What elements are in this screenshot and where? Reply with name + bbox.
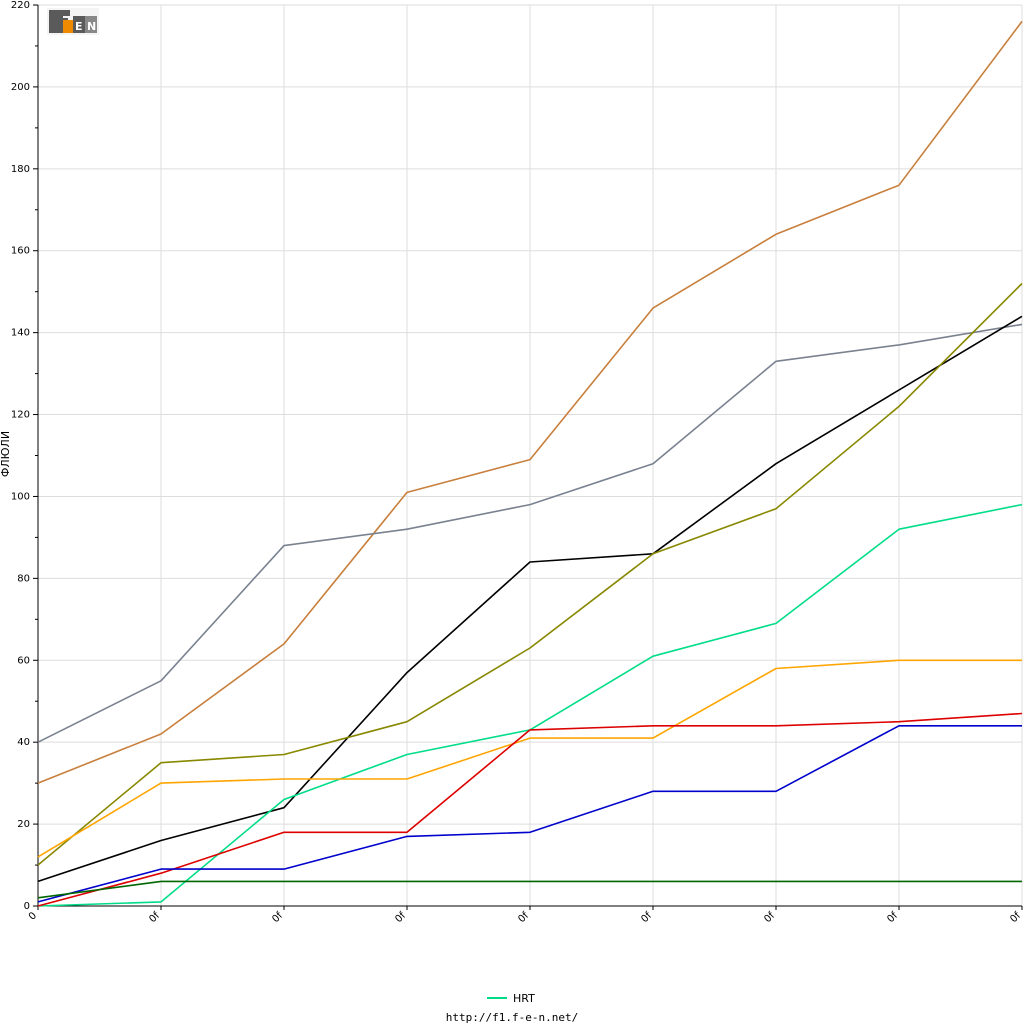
y-tick-labels: 0 20 40 60 80 100 120 140 160 180 200 220 xyxy=(11,0,38,912)
y-tick-label: 180 xyxy=(11,164,30,175)
legend: HRT xyxy=(487,992,535,1005)
series-line-4 xyxy=(37,282,1023,866)
series-line-2 xyxy=(37,323,1023,743)
y-tick-label: 60 xyxy=(17,655,30,666)
y-tick-label: 20 xyxy=(17,819,30,830)
series-lines xyxy=(37,20,1023,907)
x-tick-labels: 0 0f 0f 0f 0f 0f 0f 0f 0f xyxy=(27,906,1023,925)
x-tick-label: 0f xyxy=(639,910,654,925)
series-line-8 xyxy=(37,724,1022,903)
y-tick-label: 40 xyxy=(17,737,30,748)
y-tick-label: 80 xyxy=(17,573,30,584)
x-tick-label: 0f xyxy=(270,910,285,925)
legend-label: HRT xyxy=(513,992,535,1005)
series-line-3 xyxy=(37,315,1023,883)
y-tick-label: 100 xyxy=(11,491,30,502)
y-tick-label: 200 xyxy=(11,82,30,93)
y-tick-label: 0 xyxy=(24,901,30,912)
y-tick-label: 220 xyxy=(11,0,30,11)
x-tick-label: 0f xyxy=(762,910,777,925)
site-logo: E N xyxy=(47,8,99,35)
y-tick-label: 160 xyxy=(11,246,30,257)
footer-url: http://f1.f-e-n.net/ xyxy=(446,1011,578,1024)
y-axis-label: ФЛЮЛИ xyxy=(0,431,12,477)
series-line-6 xyxy=(37,659,1022,858)
series-line-9 xyxy=(37,880,1022,899)
svg-text:N: N xyxy=(87,20,96,33)
svg-text:E: E xyxy=(75,20,83,33)
x-tick-label: 0 xyxy=(27,910,39,922)
y-tick-label: 120 xyxy=(11,410,30,421)
y-tick-label: 140 xyxy=(11,328,30,339)
grid xyxy=(35,4,1023,906)
series-line-1 xyxy=(37,20,1023,784)
x-tick-label: 0f xyxy=(516,910,531,925)
x-tick-label: 0f xyxy=(393,910,408,925)
x-tick-label: 0f xyxy=(1008,910,1023,925)
x-tick-label: 0f xyxy=(885,910,900,925)
series-line-7 xyxy=(37,712,1023,907)
x-tick-label: 0f xyxy=(147,910,162,925)
